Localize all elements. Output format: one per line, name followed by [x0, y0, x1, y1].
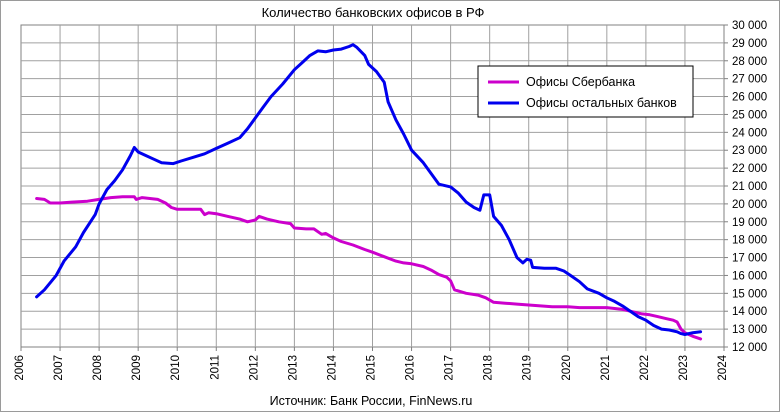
- x-tick-label: 2020: [561, 355, 573, 381]
- x-tick-labels: 2006 2007 2008 2009 2010 2011 2012 2013 2014 2015…: [14, 347, 729, 381]
- x-tick-label: 2024: [717, 354, 729, 380]
- x-tick-label: 2011: [209, 355, 221, 380]
- y-tick-label: 14 000: [732, 306, 767, 318]
- y-tick-label: 27 000: [732, 74, 767, 86]
- y-tick-label: 20 000: [732, 199, 767, 211]
- y-tick-label: 24 000: [732, 127, 767, 139]
- y-tick-label: 18 000: [732, 235, 767, 247]
- x-tick-label: 2019: [522, 355, 534, 381]
- y-tick-label: 15 000: [732, 288, 767, 300]
- y-tick-labels: 12 000 13 000 14 000 15 000 16 000 17 000 18 0…: [724, 20, 767, 354]
- y-tick-label: 16 000: [732, 270, 767, 282]
- x-tick-label: 2013: [287, 355, 299, 381]
- x-tick-label: 2023: [678, 355, 690, 381]
- x-tick-label: 2018: [483, 355, 495, 381]
- chart-source: Источник: Банк России, FinNews.ru: [270, 394, 473, 408]
- x-tick-label: 2010: [170, 355, 182, 381]
- legend: Офисы Сбербанка Офисы остальных банков: [477, 65, 694, 118]
- x-tick-label: 2009: [131, 355, 143, 381]
- legend-box: [477, 65, 694, 118]
- y-tick-label: 13 000: [732, 324, 767, 336]
- y-tick-label: 23 000: [732, 145, 767, 157]
- y-tick-label: 12 000: [732, 342, 767, 354]
- legend-label-sberbank: Офисы Сбербанка: [526, 75, 635, 89]
- x-tick-label: 2006: [14, 355, 26, 381]
- series-line-sberbank: [35, 195, 703, 341]
- series-line-other-banks: [35, 43, 703, 336]
- x-tick-label: 2015: [366, 355, 378, 381]
- legend-label-other-banks: Офисы остальных банков: [526, 96, 677, 110]
- y-tick-label: 28 000: [732, 56, 767, 68]
- x-tick-label: 2012: [248, 355, 260, 381]
- y-tick-label: 22 000: [732, 163, 767, 175]
- x-tick-label: 2017: [444, 355, 456, 381]
- chart-title: Количество банковских офисов в РФ: [262, 5, 485, 20]
- series-lines: [35, 43, 703, 341]
- y-tick-label: 26 000: [732, 92, 767, 104]
- x-tick-label: 2008: [92, 355, 104, 381]
- x-tick-label: 2021: [600, 355, 612, 381]
- y-tick-label: 25 000: [732, 109, 767, 121]
- grid: [21, 25, 724, 347]
- y-tick-label: 19 000: [732, 217, 767, 229]
- x-tick-label: 2007: [53, 355, 65, 381]
- y-tick-label: 21 000: [732, 181, 767, 193]
- x-tick-label: 2016: [405, 355, 417, 381]
- y-tick-label: 29 000: [732, 38, 767, 50]
- x-tick-label: 2022: [639, 355, 651, 381]
- y-tick-label: 17 000: [732, 253, 767, 265]
- x-tick-label: 2014: [326, 354, 338, 380]
- y-tick-label: 30 000: [732, 20, 767, 32]
